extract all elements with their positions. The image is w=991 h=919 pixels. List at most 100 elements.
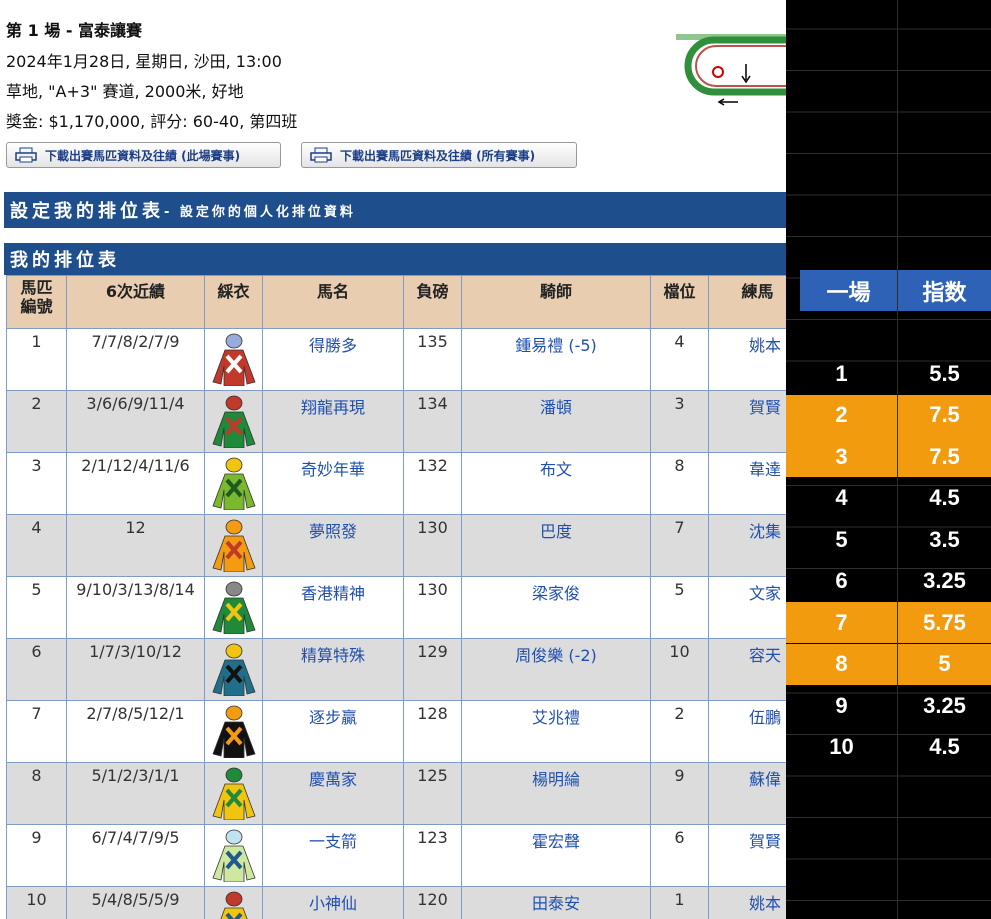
silks: [204, 700, 263, 763]
weight: 132: [403, 452, 462, 515]
column-header: 練馬: [708, 275, 786, 329]
horse-name[interactable]: 逐步贏: [262, 700, 404, 763]
jockey[interactable]: 艾兆禮: [461, 700, 651, 763]
entry-row: 6 1/7/3/10/12 精算特殊 129 周俊樂 (-2) 10 容天: [6, 638, 786, 701]
printer-icon: [15, 147, 37, 163]
column-header-text: 馬名: [316, 282, 349, 301]
column-header-text: 檔位: [663, 282, 696, 301]
recent-form: 5/4/8/5/5/9: [66, 886, 205, 919]
silk-icon: [211, 333, 256, 387]
weight: 130: [403, 576, 462, 639]
trainer[interactable]: 賀賢: [708, 824, 786, 887]
recent-form: 6/7/4/7/9/5: [66, 824, 205, 887]
entry-row: 2 3/6/6/9/11/4 翔龍再現 134 潘頓 3 賀賢: [6, 390, 786, 453]
silks: [204, 638, 263, 701]
trainer[interactable]: 沈集: [708, 514, 786, 577]
horse-name[interactable]: 精算特殊: [262, 638, 404, 701]
jockey[interactable]: 田泰安: [461, 886, 651, 919]
silk-icon: [211, 457, 256, 511]
trainer[interactable]: 姚本: [708, 886, 786, 919]
race-number: 1: [835, 360, 848, 386]
jockey[interactable]: 霍宏聲: [461, 824, 651, 887]
horse-number: 10: [6, 886, 67, 919]
horse-name[interactable]: 香港精神: [262, 576, 404, 639]
recent-form: 7/7/8/2/7/9: [66, 328, 205, 391]
index-value: 7.5: [898, 436, 991, 477]
horse-name[interactable]: 一支箭: [262, 824, 404, 887]
entry-row: 4 12 夢照發 130 巴度 7 沈集: [6, 514, 786, 577]
jockey[interactable]: 潘頓: [461, 390, 651, 453]
entry-row: 3 2/1/12/4/11/6 奇妙年華 132 布文 8 韋達: [6, 452, 786, 515]
jockey[interactable]: 梁家俊: [461, 576, 651, 639]
jockey[interactable]: 楊明綸: [461, 762, 651, 825]
horse-name[interactable]: 小神仙: [262, 886, 404, 919]
race-number: 4: [835, 485, 848, 510]
horse-name[interactable]: 翔龍再現: [262, 390, 404, 453]
jockey[interactable]: 周俊樂 (-2): [461, 638, 651, 701]
horse-name[interactable]: 慶萬家: [262, 762, 404, 825]
silks: [204, 824, 263, 887]
header-row: 馬匹編號 6次近績 綵衣 馬名 負磅 騎師 檔位 練馬: [6, 275, 786, 329]
column-header: 6次近績: [66, 275, 205, 329]
trainer[interactable]: 容天: [708, 638, 786, 701]
printer-icon: [310, 147, 332, 163]
entry-row: 10 5/4/8/5/5/9 小神仙 120 田泰安 1 姚本: [6, 886, 786, 919]
banner: 設定我的排位表 - 設定你的個人化排位資料: [4, 192, 786, 228]
trainer[interactable]: 姚本: [708, 328, 786, 391]
silks: [204, 328, 263, 391]
grid-line: [897, 0, 898, 919]
weight: 128: [403, 700, 462, 763]
track-map: [676, 34, 786, 106]
trainer[interactable]: 伍鵬: [708, 700, 786, 763]
weight: 130: [403, 514, 462, 577]
weight: 123: [403, 824, 462, 887]
draw: 1: [650, 886, 709, 919]
horse-number: 4: [6, 514, 67, 577]
sheet-header: 指数: [898, 270, 991, 311]
race-number: 5: [835, 526, 848, 552]
weight: 135: [403, 328, 462, 391]
race-number: 8: [786, 643, 897, 685]
draw: 8: [650, 452, 709, 515]
download-button[interactable]: 下載出賽馬匹資料及往績 (此場賽事): [6, 142, 281, 168]
draw: 7: [650, 514, 709, 577]
jockey[interactable]: 巴度: [461, 514, 651, 577]
draw: 2: [650, 700, 709, 763]
race-datetime: 2024年1月28日, 星期日, 沙田, 13:00: [6, 52, 282, 71]
trainer[interactable]: 蘇偉: [708, 762, 786, 825]
weight: 125: [403, 762, 462, 825]
banner-subtitle: - 設定你的個人化排位資料: [164, 204, 356, 220]
silks: [204, 886, 263, 919]
silks: [204, 762, 263, 825]
entries-table: 馬匹編號 6次近績 綵衣 馬名 負磅 騎師 檔位 練馬 1 7/7/8/2/7/9 得勝多 135…: [6, 275, 786, 919]
column-header: 負磅: [403, 275, 462, 329]
jockey[interactable]: 鍾易禮 (-5): [461, 328, 651, 391]
recent-form: 2/1/12/4/11/6: [66, 452, 205, 515]
entry-row: 7 2/7/8/5/12/1 逐步贏 128 艾兆禮 2 伍鵬: [6, 700, 786, 763]
silks: [204, 576, 263, 639]
trainer[interactable]: 韋達: [708, 452, 786, 515]
draw: 4: [650, 328, 709, 391]
horse-name[interactable]: 夢照發: [262, 514, 404, 577]
draw: 6: [650, 824, 709, 887]
draw: 9: [650, 762, 709, 825]
index-value: 7.5: [898, 394, 991, 436]
trainer[interactable]: 文家: [708, 576, 786, 639]
silk-icon: [211, 829, 256, 883]
horse-name[interactable]: 奇妙年華: [262, 452, 404, 515]
sheet-header: 一場: [800, 270, 897, 311]
race-title: 第 1 場 - 富泰讓賽: [6, 21, 143, 40]
download-button[interactable]: 下載出賽馬匹資料及往績 (所有賽事): [301, 142, 577, 168]
silk-icon: [211, 643, 256, 697]
race-number: 7: [786, 602, 897, 643]
race-number: 3: [786, 436, 897, 477]
index-value: 5.75: [898, 602, 991, 643]
trainer[interactable]: 賀賢: [708, 390, 786, 453]
index-value: 5.5: [929, 360, 960, 386]
jockey[interactable]: 布文: [461, 452, 651, 515]
horse-number: 6: [6, 638, 67, 701]
horse-number: 5: [6, 576, 67, 639]
horse-name[interactable]: 得勝多: [262, 328, 404, 391]
column-header-text: 負磅: [416, 282, 449, 301]
